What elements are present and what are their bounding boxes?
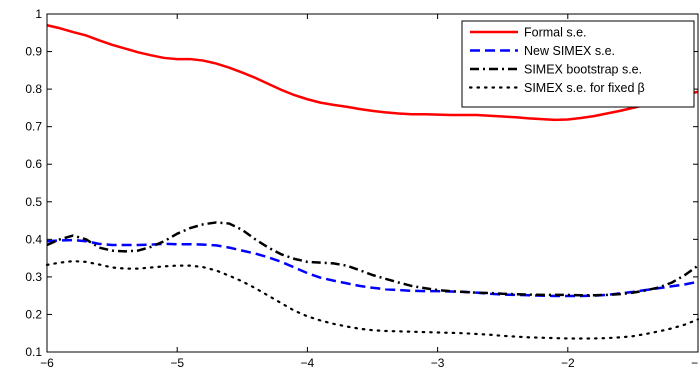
legend-box bbox=[461, 20, 695, 108]
plot-frame bbox=[46, 13, 699, 353]
series-line-1 bbox=[46, 24, 699, 122]
legend-label-4: SIMEX s.e. for fixed β bbox=[524, 81, 645, 95]
y-tick-label: 0.7 bbox=[25, 120, 42, 134]
y-tick-label: 0.8 bbox=[25, 82, 42, 96]
series-layer bbox=[45, 24, 699, 340]
y-tick-label: 1 bbox=[35, 7, 42, 21]
legend-label-3: SIMEX bootstrap s.e. bbox=[524, 63, 642, 77]
legend-label-1: Formal s.e. bbox=[524, 26, 587, 40]
x-tick-label: −3 bbox=[431, 356, 445, 370]
y-tick-label: 0.4 bbox=[25, 232, 42, 246]
tick-layer: −6 −5 −4 −3 −2 −1 0.1 0.2 0.3 0.4 0.5 0.6 0.7 0.8 0.9 1 bbox=[25, 7, 699, 370]
legend: Formal s.e. New SIMEX s.e. SIMEX bootstrap… bbox=[461, 20, 695, 108]
y-tick-label: 0.2 bbox=[25, 307, 42, 321]
y-tick-label: 0.6 bbox=[25, 157, 42, 171]
y-tick-label: 0.5 bbox=[25, 195, 42, 209]
x-tick-label: −4 bbox=[301, 356, 315, 370]
y-tick-label: 0.3 bbox=[25, 270, 42, 284]
x-tick-label: −5 bbox=[170, 356, 184, 370]
x-tick-label: −6 bbox=[40, 356, 54, 370]
series-line-3 bbox=[46, 221, 699, 297]
x-tick-label: −2 bbox=[561, 356, 575, 370]
series-line-4 bbox=[45, 260, 699, 340]
x-tick-label: −1 bbox=[691, 356, 699, 370]
legend-symbol-beta: β bbox=[637, 81, 644, 95]
y-tick-label: 0.9 bbox=[25, 45, 42, 59]
legend-label-2: New SIMEX s.e. bbox=[524, 44, 615, 58]
y-tick-label: 0.1 bbox=[25, 345, 42, 359]
axes-layer bbox=[46, 13, 699, 353]
